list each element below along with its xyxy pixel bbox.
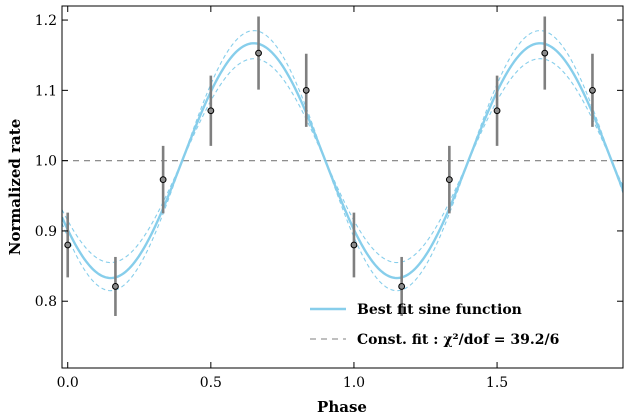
- fit-uncertainty-band: [62, 30, 623, 292]
- x-axis-ticks: 0.0 0.5 1.0 1.5: [57, 6, 508, 391]
- band-upper-line: [62, 30, 623, 292]
- x-tick-label: 1.0: [343, 375, 365, 391]
- data-point: [159, 145, 167, 214]
- data-point: [302, 53, 310, 127]
- point-marker: [541, 49, 549, 57]
- plot-area: [62, 16, 623, 316]
- point-marker: [445, 176, 453, 184]
- point-marker: [159, 176, 167, 184]
- best-fit-sine-line: [62, 42, 623, 280]
- point-marker: [589, 86, 596, 94]
- data-point: [112, 256, 119, 316]
- y-tick-label: 0.9: [35, 224, 57, 240]
- y-axis-ticks: 0.8 0.9 1.0 1.1 1.2: [35, 13, 623, 310]
- x-axis-label: Phase: [317, 398, 367, 416]
- data-point: [541, 16, 549, 90]
- y-tick-label: 1.1: [35, 83, 57, 99]
- data-point: [350, 212, 358, 278]
- data-point: [445, 145, 453, 214]
- x-tick-label: 1.5: [486, 375, 508, 391]
- data-point: [398, 256, 406, 316]
- legend-label-sine: Best fit sine function: [357, 302, 522, 318]
- y-tick-label: 1.0: [35, 154, 57, 170]
- point-marker: [398, 283, 406, 290]
- data-point: [64, 212, 72, 278]
- point-marker: [255, 49, 262, 57]
- data-point: [207, 75, 215, 146]
- legend-label-const: Const. fit : χ²/dof = 39.2/6: [357, 332, 559, 348]
- y-tick-label: 1.2: [35, 13, 57, 29]
- y-axis-label: Normalized rate: [6, 119, 24, 255]
- x-tick-label: 0.0: [57, 375, 79, 391]
- point-marker: [350, 241, 358, 249]
- point-marker: [302, 86, 310, 94]
- data-point: [589, 53, 596, 127]
- legend: Best fit sine function Const. fit : χ²/d…: [310, 302, 559, 348]
- data-points: [64, 16, 596, 316]
- x-tick-label: 0.5: [200, 375, 222, 391]
- y-tick-label: 0.8: [35, 294, 57, 310]
- point-marker: [112, 283, 119, 290]
- point-marker: [207, 107, 215, 115]
- band-lower-line: [62, 58, 623, 264]
- data-point: [255, 16, 262, 90]
- plot-frame: [61, 5, 624, 369]
- data-point: [493, 75, 501, 146]
- point-marker: [64, 241, 72, 249]
- point-marker: [493, 107, 501, 115]
